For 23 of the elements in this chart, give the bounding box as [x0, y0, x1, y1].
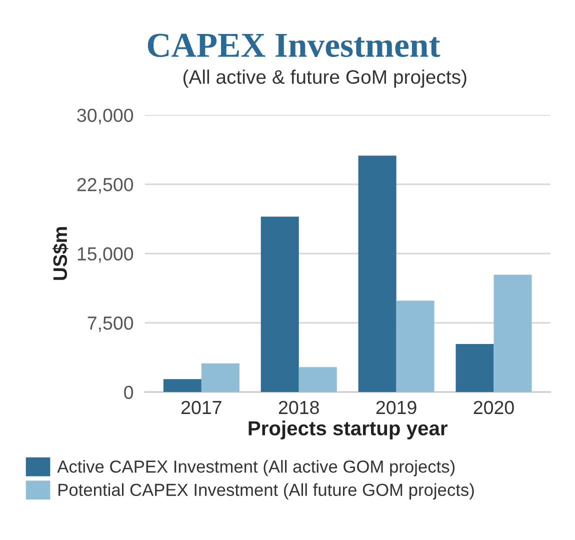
- y-tick-label: 22,500: [77, 178, 134, 194]
- y-tick-label: 0: [124, 386, 134, 400]
- bar: [396, 300, 434, 392]
- bar: [298, 367, 337, 392]
- y-tick-label: 15,000: [78, 247, 134, 263]
- chart-title: CAPEX Investment: [148, 34, 440, 58]
- bar: [456, 344, 494, 392]
- bar: [201, 363, 240, 392]
- y-tick-label: 30,000: [77, 108, 134, 124]
- chart-subtitle: (All active & future GoM projects): [183, 70, 466, 88]
- y-axis-title: US$m: [52, 227, 68, 280]
- x-tick-label: 2020: [474, 400, 514, 414]
- bar: [163, 379, 202, 392]
- legend-label: Active CAPEX Investment (All active GOM projects): [57, 460, 455, 476]
- bar: [358, 156, 396, 392]
- y-tick-label: 7,500: [88, 316, 134, 332]
- bar: [260, 216, 299, 392]
- legend-label: Potential CAPEX Investment (All future GOM projects): [58, 483, 474, 500]
- x-tick-label: 2017: [182, 400, 222, 414]
- x-tick-label: 2018: [278, 400, 319, 414]
- bar: [494, 274, 532, 392]
- x-axis-title: Projects startup year: [248, 420, 448, 440]
- x-tick-label: 2019: [376, 400, 416, 414]
